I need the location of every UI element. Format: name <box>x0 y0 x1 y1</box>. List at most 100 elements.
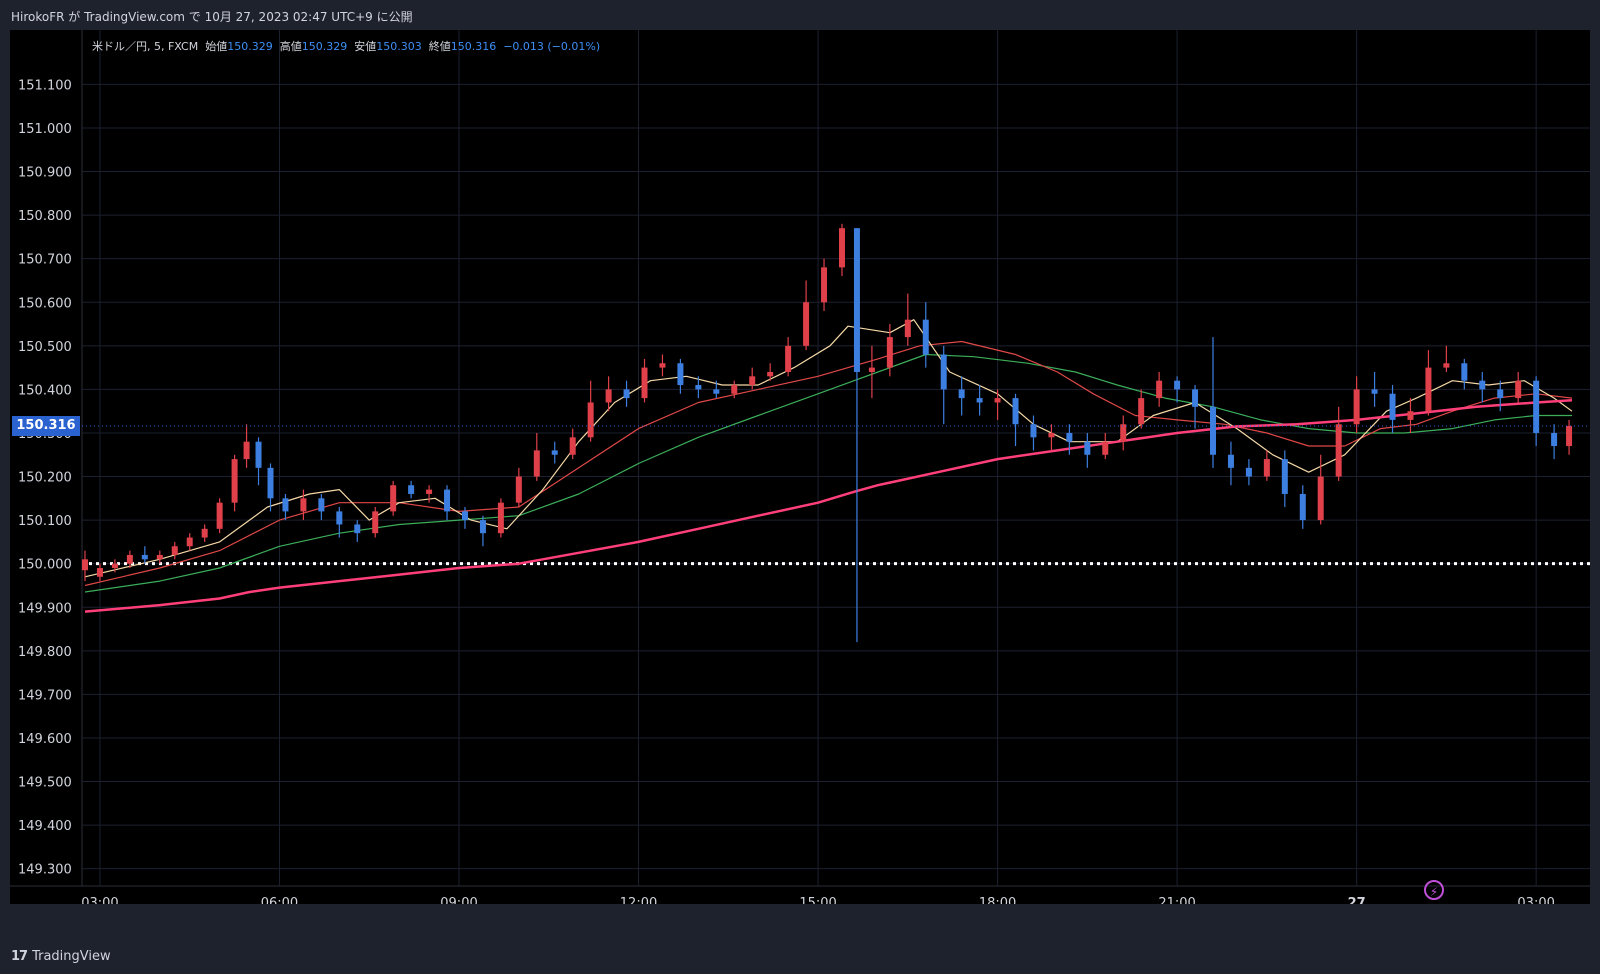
candle-body <box>1066 432 1073 442</box>
x-tick-label: 15:00 <box>799 896 836 904</box>
y-tick-label: 149.900 <box>18 601 72 616</box>
candle-body <box>1048 432 1055 438</box>
legend-change: −0.013 (−0.01%) <box>503 40 601 53</box>
y-tick-label: 150.200 <box>18 471 72 486</box>
candle-body <box>976 398 983 403</box>
brand[interactable]: 17 TradingView <box>11 949 111 964</box>
candle-body <box>479 520 486 534</box>
candle-body <box>300 498 307 512</box>
candle-body <box>749 376 756 386</box>
candle-body <box>838 228 845 268</box>
lightning-icon[interactable]: ⚡ <box>1424 880 1444 900</box>
candle-body <box>1461 363 1468 381</box>
x-tick-label: 27 <box>1348 896 1366 904</box>
candle-body <box>785 345 792 372</box>
y-tick-label: 150.500 <box>18 340 72 355</box>
candle-body <box>255 441 262 468</box>
candle-body <box>354 524 361 534</box>
chart-frame[interactable]: 151.100 151.000 150.900 150.800 150.700 150.6… <box>10 30 1591 904</box>
tradingview-logo-icon: 17 <box>11 949 28 964</box>
candle-body <box>444 489 451 512</box>
candle-body <box>569 437 576 455</box>
y-tick-label: 150.100 <box>18 514 72 529</box>
candle-body <box>1084 441 1091 455</box>
x-tick-label: 06:00 <box>261 896 298 904</box>
legend-symbol: 米ドル／円, 5, FXCM <box>92 40 199 53</box>
candle-body <box>695 385 702 390</box>
candle-body <box>713 389 720 394</box>
y-tick-label: 149.800 <box>18 645 72 660</box>
candle-body <box>111 563 118 569</box>
candle-body <box>994 398 1001 403</box>
y-tick-label: 149.600 <box>18 732 72 747</box>
candle-body <box>1353 389 1360 425</box>
grid <box>10 30 1590 887</box>
chart-svg[interactable]: 151.100 151.000 150.900 150.800 150.700 150.6… <box>10 30 1590 904</box>
candle-body <box>267 467 274 499</box>
candle-body <box>1263 459 1270 477</box>
candle-body <box>231 459 238 503</box>
candle-body <box>922 319 929 355</box>
y-axis: 151.100 151.000 150.900 150.800 150.700 150.6… <box>18 78 72 877</box>
moving-averages <box>84 319 1573 613</box>
candle-body <box>81 559 88 571</box>
candle-body <box>1443 363 1450 368</box>
y-tick-label: 149.400 <box>18 819 72 834</box>
candle-body <box>1515 380 1522 399</box>
candle-body <box>731 385 738 394</box>
x-tick-label: 03:00 <box>81 896 118 904</box>
candle-body <box>515 476 522 503</box>
current-price-tag: 150.316 <box>12 415 80 436</box>
candle-body <box>318 498 325 512</box>
x-tick-label: 18:00 <box>979 896 1016 904</box>
candle-body <box>1407 411 1414 420</box>
candle-body <box>1210 406 1216 455</box>
ma-fast-line <box>84 319 1573 578</box>
candle-body <box>186 537 193 547</box>
candle-body <box>677 363 684 386</box>
legend-close-value: 150.316 <box>450 40 497 53</box>
candle-body <box>216 502 223 529</box>
y-tick-label: 150.700 <box>18 253 72 268</box>
published-text: HirokoFR が TradingView.com で 10月 27, 202… <box>11 10 413 24</box>
candle-body <box>372 511 379 534</box>
bottom-bar <box>0 940 1600 974</box>
candle-body <box>1551 432 1558 447</box>
candle-body <box>497 502 504 534</box>
candle-body <box>1479 380 1486 390</box>
y-tick-label: 150.600 <box>18 296 72 311</box>
legend-high-label: 高値 <box>279 40 302 53</box>
candle-body <box>1425 367 1432 412</box>
candle-body <box>1281 459 1288 494</box>
legend-open-label: 始値 <box>205 40 228 53</box>
candle-body <box>390 485 397 512</box>
candle-body <box>156 554 163 560</box>
y-tick-label: 150.800 <box>18 209 72 224</box>
candles <box>81 223 1573 643</box>
candle-body <box>408 485 415 494</box>
candle-body <box>1245 467 1252 477</box>
candle-body <box>958 389 965 399</box>
x-tick-label: 03:00 <box>1517 896 1554 904</box>
candle-body <box>126 554 133 564</box>
candle-body <box>1566 425 1573 447</box>
candle-body <box>1012 398 1019 425</box>
candle-body <box>171 546 178 555</box>
brand-name: TradingView <box>32 949 111 964</box>
candle-body <box>1138 398 1145 425</box>
candle-body <box>461 511 468 521</box>
candle-body <box>141 554 148 560</box>
chart-legend: 米ドル／円, 5, FXCM 始値150.329 高値150.329 安値150… <box>92 38 600 54</box>
x-tick-label: 09:00 <box>440 896 477 904</box>
candle-body <box>426 489 433 494</box>
ma-slow-line <box>84 353 1572 593</box>
candle-body <box>1497 389 1504 399</box>
candle-body <box>641 367 648 399</box>
candle-body <box>868 367 875 372</box>
candle-body <box>623 389 630 399</box>
y-tick-label: 150.000 <box>18 558 72 573</box>
candle-body <box>587 402 594 438</box>
x-tick-label: 12:00 <box>620 896 657 904</box>
candle-body <box>1227 454 1234 468</box>
candle-body <box>886 337 893 368</box>
